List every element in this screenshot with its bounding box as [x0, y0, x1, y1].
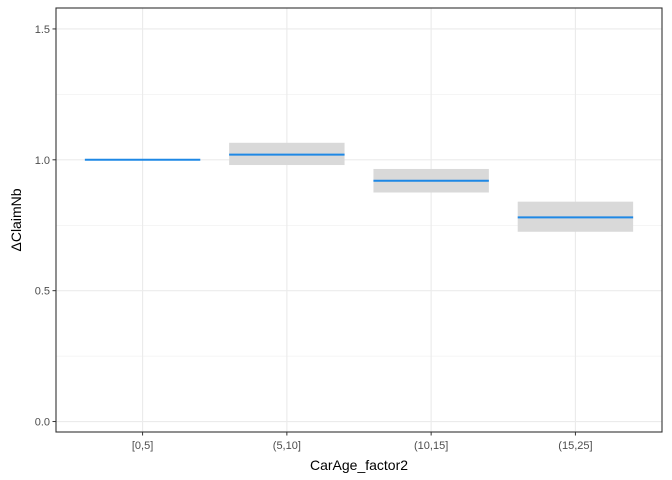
y-tick-label: 0.5 [35, 286, 50, 298]
y-tick-label: 1.5 [35, 24, 50, 36]
y-tick-label: 1.0 [35, 155, 50, 167]
y-tick-label: 0.0 [35, 417, 50, 429]
x-tick-label: (10,15] [414, 440, 448, 452]
plot-panel-border [55, 7, 663, 433]
x-tick-label: (15,25] [558, 440, 592, 452]
y-axis-title: ΔClaimNb [8, 188, 24, 251]
estimate-lines [84, 153, 634, 219]
x-tick-label: [0,5] [132, 440, 153, 452]
x-axis-title: CarAge_factor2 [310, 457, 408, 473]
axes: 0.0 0.5 1.0 1.5 [0,5] (5,10] (10,15] (15,25] [35, 24, 593, 452]
x-tick-label: (5,10] [273, 440, 301, 452]
confidence-bands [229, 142, 634, 232]
